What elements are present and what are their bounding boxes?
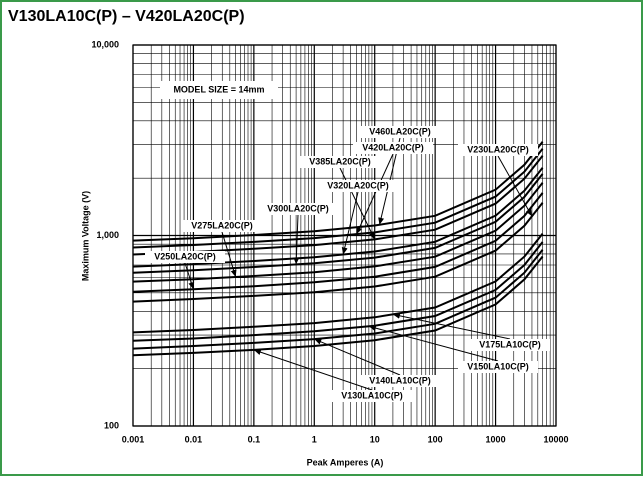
series-line <box>132 141 544 242</box>
series-line <box>132 255 544 357</box>
annotation-box <box>160 81 278 99</box>
label-box <box>332 390 412 402</box>
series-label: V150LA10C(P) <box>467 361 529 371</box>
label-box <box>353 142 433 154</box>
label-box <box>458 144 538 156</box>
y-tick-label: 10,000 <box>91 39 119 49</box>
series-label: V385LA20C(P) <box>309 156 371 166</box>
x-tick-label: 10 <box>370 434 380 444</box>
label-box <box>458 361 538 373</box>
x-tick-label: 10000 <box>543 434 568 444</box>
leader-arrow <box>221 231 237 278</box>
x-axis-label: Peak Amperes (A) <box>307 457 384 467</box>
series-label: V250LA20C(P) <box>154 251 216 261</box>
series-line <box>132 232 544 334</box>
x-tick-label: 100 <box>428 434 443 444</box>
series-label: V130LA10C(P) <box>341 390 403 400</box>
series-line <box>132 202 544 303</box>
leader-arrow <box>293 214 300 265</box>
series-label: V230LA20C(P) <box>467 144 529 154</box>
leader-arrow <box>497 155 533 217</box>
series-line <box>132 249 544 350</box>
series-line <box>132 182 544 283</box>
x-tick-label: 1000 <box>486 434 506 444</box>
series-line <box>132 192 544 293</box>
label-box <box>360 126 440 138</box>
series-label: V320LA20C(P) <box>327 180 389 190</box>
y-tick-label: 100 <box>104 420 119 430</box>
leader-arrow <box>368 325 499 362</box>
leader-arrow <box>253 349 373 391</box>
series-label: V300LA20C(P) <box>267 203 329 213</box>
label-box <box>300 156 380 168</box>
leader-arrow <box>341 191 359 255</box>
x-tick-label: 1 <box>312 434 317 444</box>
label-box <box>145 251 225 263</box>
leader-arrow <box>184 262 195 290</box>
x-tick-label: 0.1 <box>248 434 261 444</box>
leader-arrow <box>339 167 376 240</box>
x-tick-label: 0.001 <box>122 434 145 444</box>
label-box <box>360 375 440 387</box>
series-line <box>132 173 544 274</box>
label-box <box>470 339 550 351</box>
series-line <box>132 167 544 268</box>
series-label: V460LA20C(P) <box>369 126 431 136</box>
label-box <box>182 220 262 232</box>
y-axis-label: Maximum Voltage (V) <box>80 191 90 281</box>
y-tick-label: 1,000 <box>96 230 119 240</box>
series-label: V140LA10C(P) <box>369 375 431 385</box>
chart-title: V130LA10C(P) – V420LA20C(P) <box>8 8 245 25</box>
leader-arrow <box>314 338 401 376</box>
series-label: V175LA10C(P) <box>479 339 541 349</box>
x-tick-label: 0.01 <box>185 434 203 444</box>
annotation: MODEL SIZE = 14mm <box>173 84 264 94</box>
leader-arrow <box>392 312 511 340</box>
label-box <box>318 180 398 192</box>
label-box <box>258 203 338 215</box>
series-label: V275LA20C(P) <box>191 220 253 230</box>
leader-arrow <box>356 153 394 235</box>
series-label: V420LA20C(P) <box>362 142 424 152</box>
